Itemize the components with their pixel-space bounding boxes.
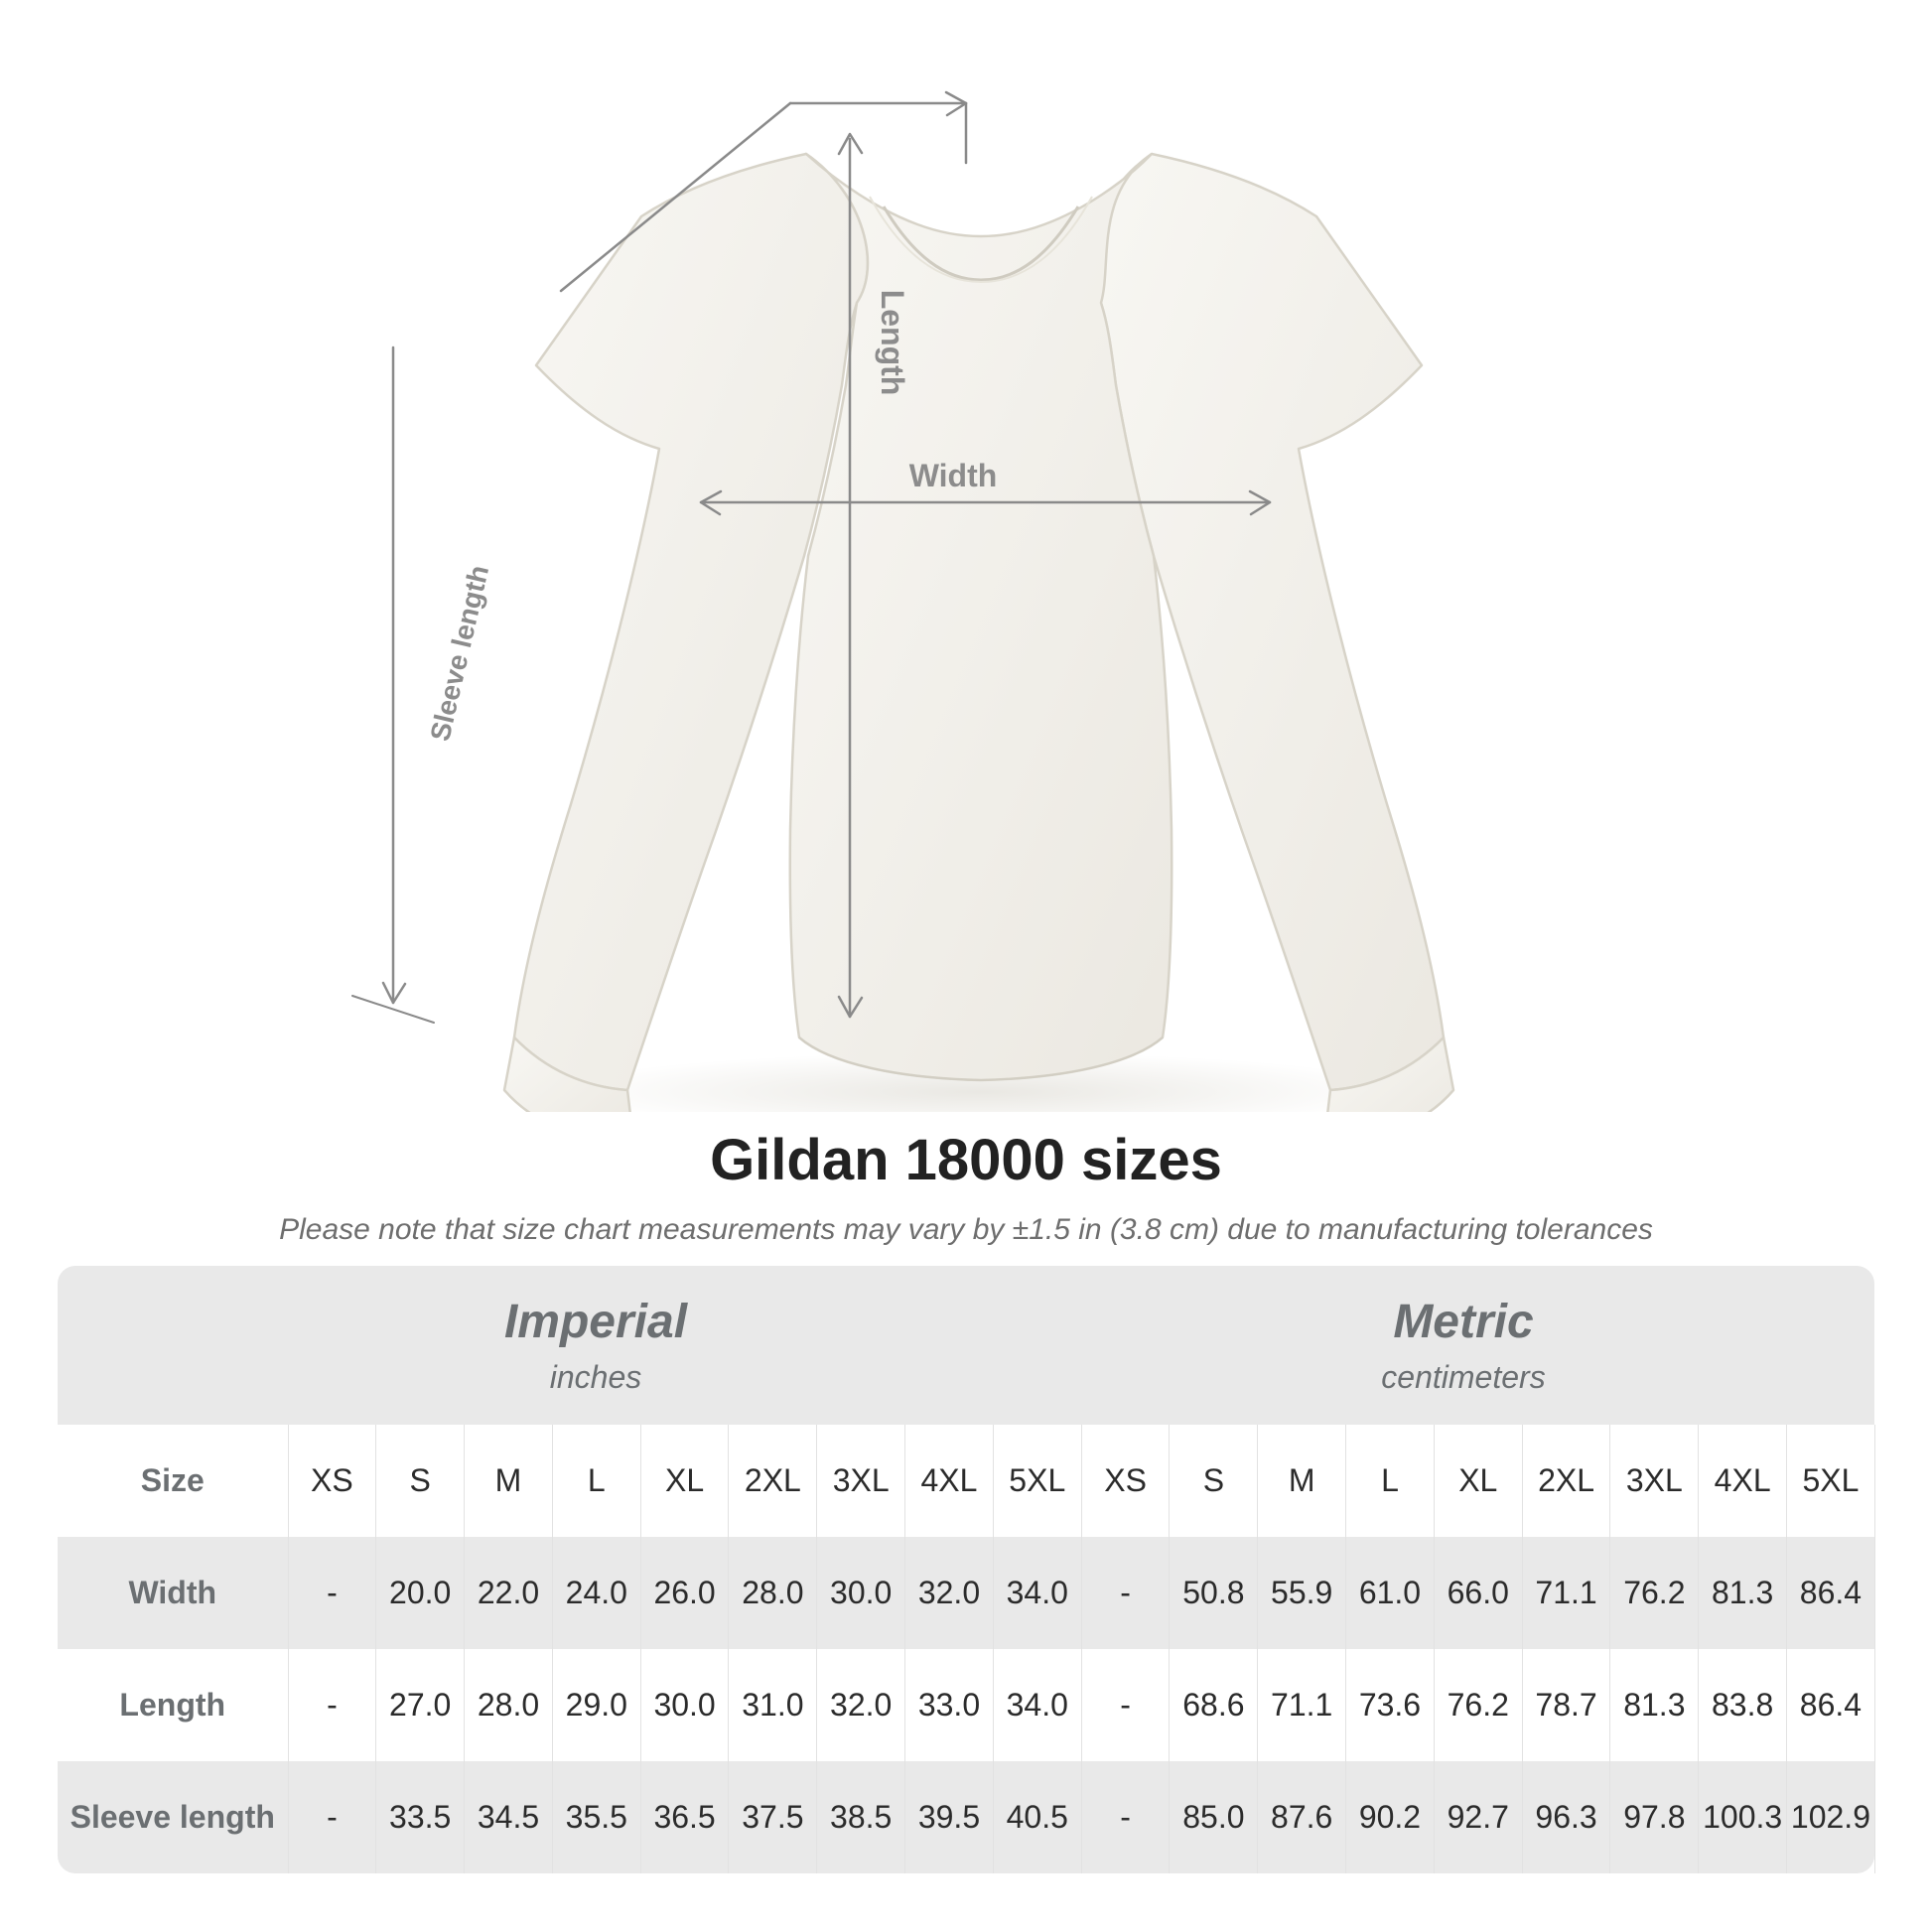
svg-text:Width: Width [909,458,998,493]
svg-text:Sleeve length: Sleeve length [424,562,494,744]
svg-text:Length: Length [875,290,910,396]
